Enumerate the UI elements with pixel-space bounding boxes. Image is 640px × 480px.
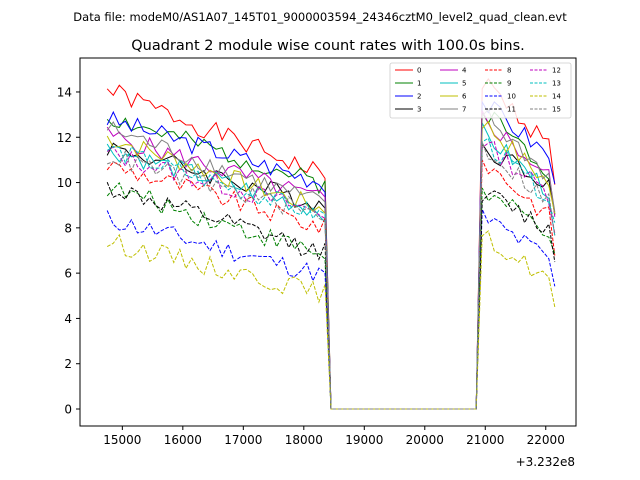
legend-label-10: 10 [507, 93, 516, 101]
legend-label-5: 5 [462, 80, 466, 88]
legend-label-13: 13 [552, 80, 561, 88]
x-tick-label: 19000 [345, 433, 383, 447]
legend-label-3: 3 [417, 106, 421, 114]
series-line-11 [106, 182, 556, 410]
legend-label-2: 2 [417, 93, 421, 101]
x-tick-label: 21000 [466, 433, 504, 447]
x-offset-label: +3.232e8 [516, 455, 575, 469]
y-tick-label: 12 [57, 131, 72, 145]
chart-suptitle: Data file: modeM0/AS1A07_145T01_90000035… [73, 10, 567, 24]
chart-title: Quadrant 2 module wise count rates with … [131, 38, 525, 54]
series-line-13 [106, 137, 556, 410]
legend-label-11: 11 [507, 106, 516, 114]
legend-frame [389, 62, 572, 119]
x-tick-label: 22000 [527, 433, 565, 447]
x-tick-label: 16000 [164, 433, 202, 447]
series-line-15 [107, 141, 556, 410]
series-line-12 [106, 141, 556, 410]
ticks-group: 15000 16000 17000 18000 19000 20000 21000 22000… [57, 85, 565, 447]
series-line-9 [106, 182, 556, 410]
x-tick-label: 17000 [224, 433, 262, 447]
series-line-2 [106, 100, 556, 410]
legend-label-12: 12 [552, 67, 561, 75]
y-tick-label: 4 [64, 312, 72, 326]
legend-label-9: 9 [507, 80, 511, 88]
series-line-7 [106, 108, 556, 410]
legend-label-6: 6 [462, 93, 467, 101]
legend-label-14: 14 [552, 93, 561, 101]
series-line-8 [106, 159, 556, 410]
series-line-6 [106, 120, 556, 410]
series-line-3 [106, 142, 556, 410]
y-tick-label: 8 [64, 221, 72, 235]
legend-label-7: 7 [462, 106, 466, 114]
series-line-10 [106, 209, 556, 410]
series-line-5 [106, 122, 556, 410]
series-group [106, 77, 556, 410]
series-line-14 [106, 230, 556, 410]
x-tick-label: 20000 [406, 433, 444, 447]
legend-label-15: 15 [552, 106, 561, 114]
series-line-0 [106, 77, 556, 410]
y-tick-label: 2 [64, 357, 72, 371]
y-tick-label: 10 [57, 176, 72, 190]
plot-frame [79, 57, 577, 427]
legend-label-8: 8 [507, 67, 511, 75]
y-tick-label: 0 [64, 403, 72, 417]
y-tick-label: 14 [57, 85, 72, 99]
y-tick-label: 6 [64, 267, 72, 281]
x-tick-label: 18000 [285, 433, 323, 447]
legend-label-4: 4 [462, 67, 467, 75]
legend-label-1: 1 [417, 80, 421, 88]
legend-label-0: 0 [417, 67, 421, 75]
x-tick-label: 15000 [103, 433, 141, 447]
